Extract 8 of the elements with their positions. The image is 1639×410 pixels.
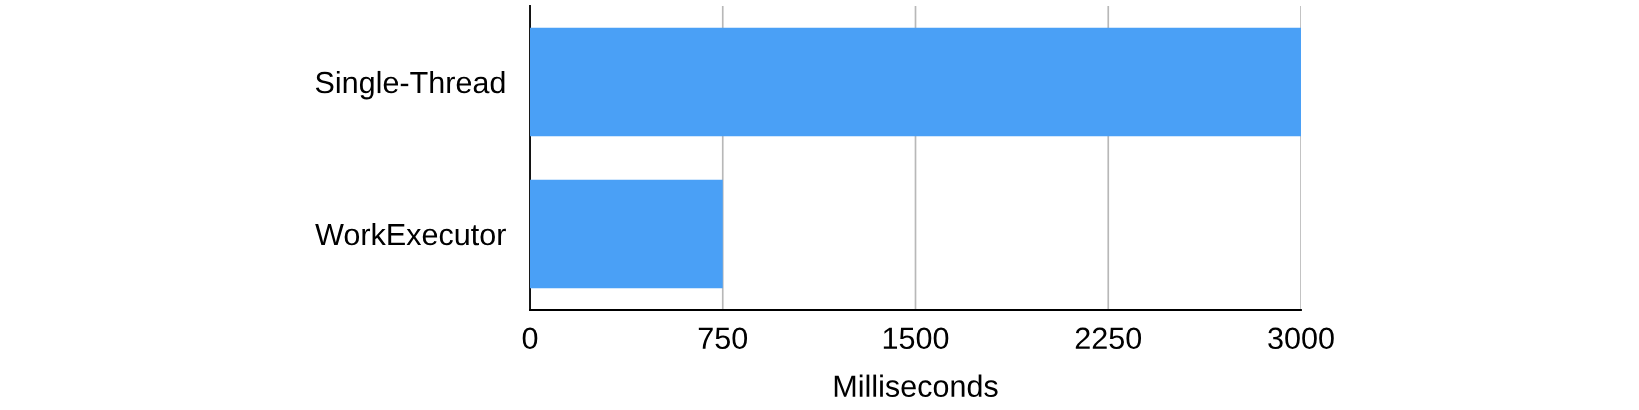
x-tick-label: 750: [698, 327, 748, 350]
x-axis-title: Milliseconds: [834, 374, 998, 398]
y-tick-label: WorkExecutor: [315, 222, 506, 246]
x-tick-label: 1500: [883, 327, 949, 350]
x-tick-label: 2250: [1075, 327, 1142, 350]
x-tick-label: 0: [522, 327, 538, 350]
y-tick-label: Single-Thread: [315, 70, 505, 100]
x-tick-label: 3000: [1268, 327, 1334, 350]
